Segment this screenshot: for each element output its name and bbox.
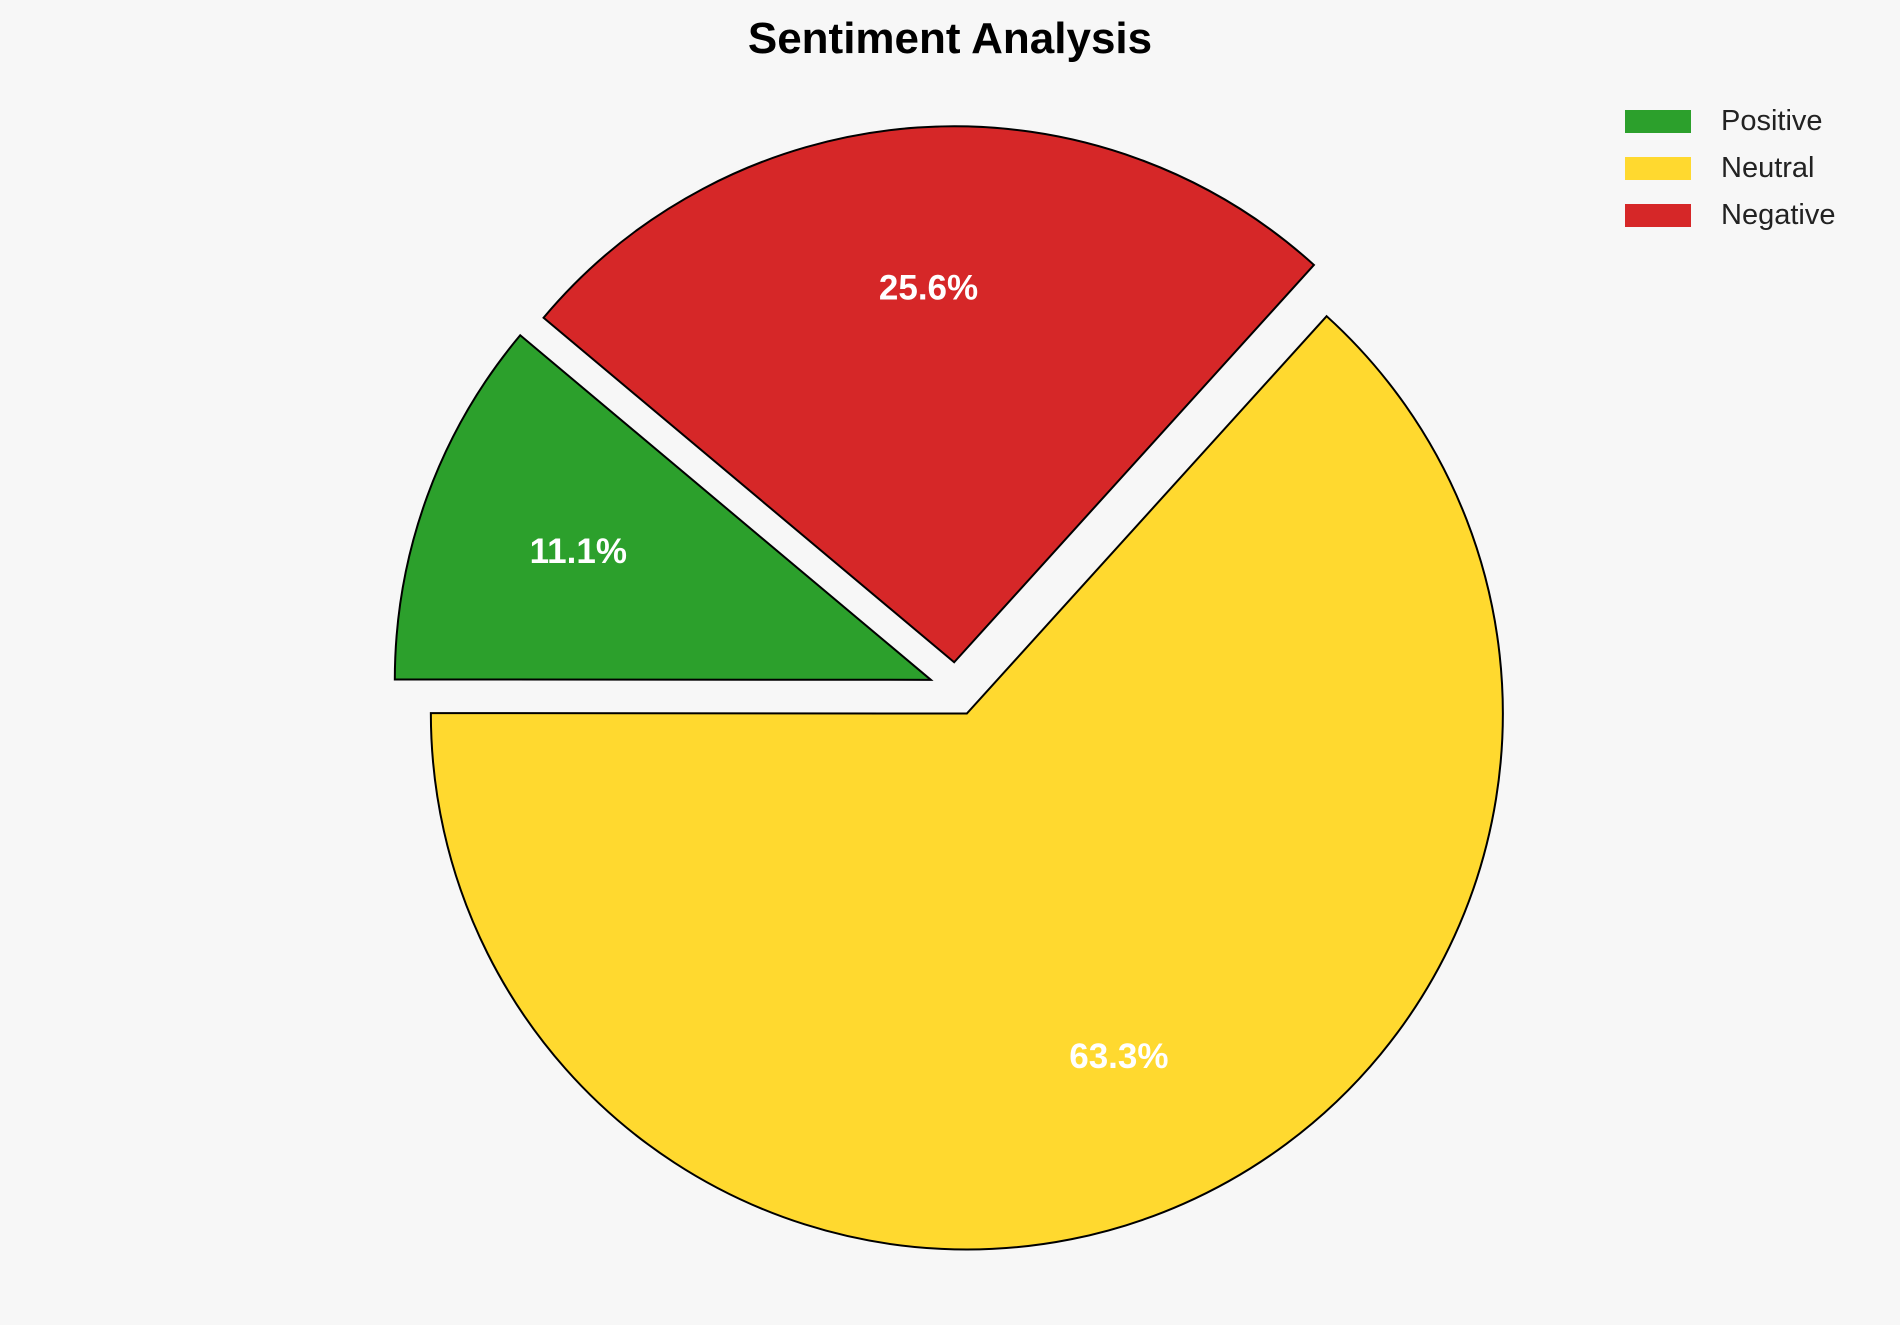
- legend-label: Negative: [1721, 199, 1836, 231]
- slice-label-negative: 25.6%: [879, 268, 978, 307]
- chart-title: Sentiment Analysis: [747, 14, 1153, 63]
- slice-label-positive: 11.1%: [530, 532, 627, 571]
- legend-item-neutral: Neutral: [1625, 145, 1835, 192]
- legend-item-positive: Positive: [1625, 98, 1835, 145]
- legend-swatch-positive: [1625, 110, 1691, 133]
- legend-item-negative: Negative: [1625, 192, 1835, 239]
- pie-slice-negative: [542, 125, 1316, 664]
- legend-label: Neutral: [1721, 152, 1815, 184]
- legend-swatch-neutral: [1625, 157, 1691, 180]
- legend-swatch-negative: [1625, 204, 1691, 227]
- pie-slice-positive: [393, 333, 934, 681]
- pie-slice-neutral: [429, 314, 1504, 1251]
- slice-label-neutral: 63.3%: [1069, 1037, 1168, 1076]
- legend-label: Positive: [1721, 105, 1823, 137]
- legend: Positive Neutral Negative: [1625, 98, 1835, 239]
